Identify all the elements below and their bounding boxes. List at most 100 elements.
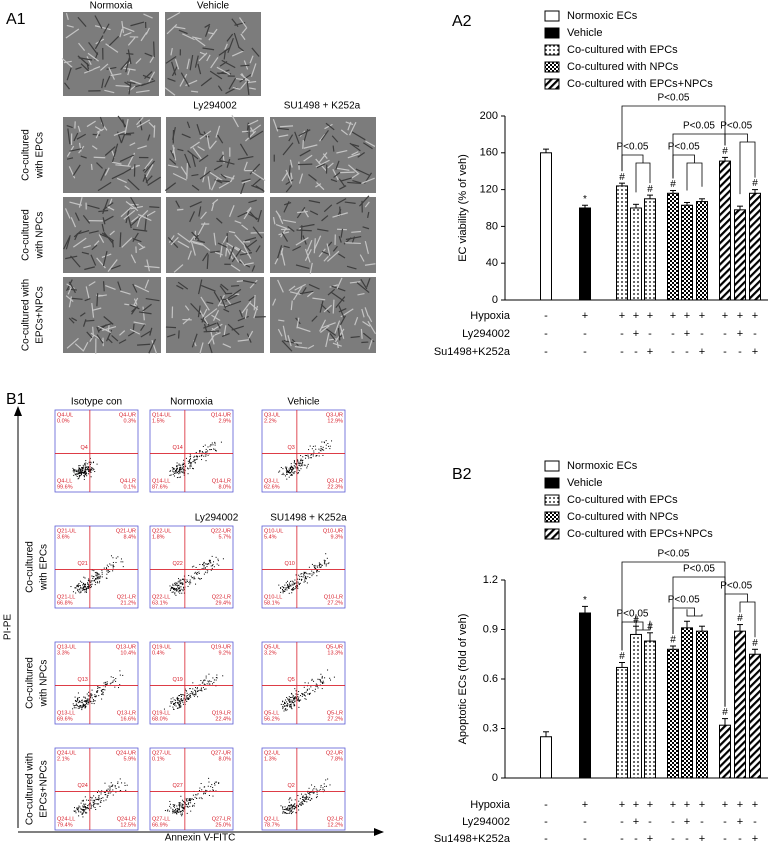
quadrant-name: Q2-UR (326, 750, 343, 756)
event (193, 459, 195, 461)
event (212, 564, 214, 566)
event (189, 800, 191, 802)
cell (339, 315, 346, 325)
bar (616, 666, 628, 779)
cell (334, 320, 341, 334)
event (189, 695, 191, 697)
event (285, 812, 287, 814)
event (112, 557, 114, 559)
event (83, 809, 85, 811)
event (207, 570, 209, 572)
event (88, 470, 90, 472)
gate-label: Q10 (284, 561, 294, 567)
condition-sign: - (700, 328, 704, 340)
event (201, 459, 203, 461)
cell (103, 23, 110, 34)
quadrant-name: Q27-LL (152, 816, 170, 822)
event (100, 793, 102, 795)
arrow-head (374, 828, 384, 836)
event (291, 466, 293, 468)
event (169, 585, 171, 587)
cell (198, 206, 202, 217)
event (78, 472, 80, 474)
cell (123, 32, 132, 37)
event (173, 699, 175, 701)
cell (367, 315, 373, 323)
event (77, 699, 79, 701)
event (182, 810, 184, 812)
quadrant-name: Q4-UR (119, 412, 136, 418)
event (175, 811, 177, 813)
quadrant-name: Q3-LR (327, 478, 343, 484)
event (173, 475, 175, 477)
cell (89, 334, 95, 343)
cell (299, 149, 311, 157)
event (299, 462, 301, 464)
event (179, 472, 181, 474)
cell (218, 154, 224, 161)
event (306, 796, 308, 798)
event (112, 680, 114, 682)
cell (140, 31, 148, 42)
cell (274, 258, 279, 265)
event (316, 454, 318, 456)
y-tick-label: 1.2 (483, 574, 498, 586)
cell (170, 47, 173, 56)
event (78, 707, 80, 709)
event (85, 468, 87, 470)
event (179, 803, 181, 805)
event (175, 699, 177, 701)
event (119, 670, 121, 672)
event (287, 809, 289, 811)
cell (361, 177, 375, 185)
event (186, 579, 188, 581)
event (78, 807, 80, 809)
cell (66, 337, 79, 349)
cell (237, 156, 254, 160)
cell (345, 242, 361, 245)
event (83, 468, 85, 470)
event (199, 450, 201, 452)
event (308, 449, 310, 451)
cell (282, 219, 297, 224)
event (86, 591, 88, 593)
event (91, 695, 93, 697)
quadrant-name: Q13-LR (117, 710, 136, 716)
event (194, 796, 196, 798)
event (295, 812, 297, 814)
cell (292, 245, 302, 252)
event (79, 701, 81, 703)
event (164, 810, 166, 812)
cell (355, 168, 370, 176)
event (182, 583, 184, 585)
event (174, 592, 176, 594)
event (89, 807, 91, 809)
cell (214, 251, 223, 256)
cell (124, 185, 130, 190)
event (105, 567, 107, 569)
cell (303, 154, 313, 162)
event (173, 708, 175, 710)
event (88, 471, 90, 473)
flow-plot: Q13Q13-UL3.3%Q13-UR10.4%Q13-LL69.6%Q13-L… (54, 641, 139, 725)
event (110, 785, 112, 787)
cell (122, 168, 132, 175)
event (172, 591, 174, 593)
event (183, 474, 185, 476)
event (97, 803, 99, 805)
cell (147, 176, 161, 186)
event (83, 471, 85, 473)
quadrant-name: Q10-UL (264, 528, 283, 534)
event (92, 700, 94, 702)
cell (358, 195, 370, 207)
cell (276, 245, 283, 260)
event (180, 467, 182, 469)
cell (251, 265, 256, 272)
event (296, 585, 298, 587)
event (186, 580, 188, 582)
cell (325, 332, 330, 348)
event (112, 784, 114, 786)
event (292, 584, 294, 586)
cell (204, 23, 211, 28)
cell (94, 25, 111, 31)
